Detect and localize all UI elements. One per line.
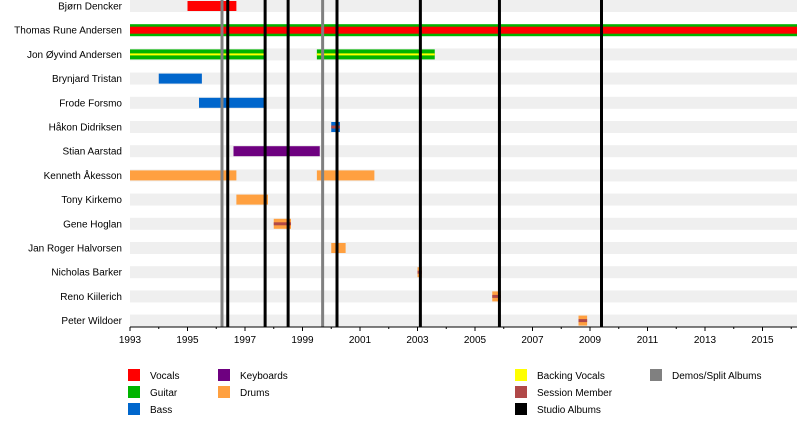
row-stripe-kenneth-akesson (130, 169, 797, 182)
bar-thomas-rune-andersen-1-vocals (130, 26, 797, 34)
member-label-kenneth-akesson: Kenneth Åkesson (44, 169, 122, 182)
member-label-bjorn-dencker: Bjørn Dencker (58, 2, 123, 13)
row-stripe-jan-roger-halvorsen (130, 242, 797, 254)
legend-label-studio-albums: Studio Albums (537, 405, 601, 416)
legend-swatch-backing-vocals (515, 369, 527, 381)
member-label-stian-aarstad: Stian Aarstad (63, 147, 122, 158)
bar-stian-aarstad-1-keyboards (233, 146, 320, 157)
bar-gene-hoglan-1-session (273, 222, 291, 226)
x-tick-label-2007: 2007 (521, 335, 544, 346)
x-tick-label-1997: 1997 (234, 335, 257, 346)
bar-kenneth-akesson-1-drums (130, 170, 237, 181)
legend-label-backing-vocals: Backing Vocals (537, 371, 605, 382)
x-tick-label-2001: 2001 (349, 335, 372, 346)
legend: Vocals Guitar Bass Keyboards Drums Backing Vo… (128, 369, 761, 416)
member-label-frode-forsmo: Frode Forsmo (59, 98, 122, 109)
x-tick-label-2013: 2013 (694, 335, 717, 346)
bar-tony-kirkemo-1-drums (236, 194, 268, 205)
member-label-jan-roger-halvorsen: Jan Roger Halvorsen (28, 244, 122, 255)
legend-swatch-guitar (128, 386, 140, 398)
member-label-brynjard-tristan: Brynjard Tristan (52, 74, 122, 85)
legend-label-demos-split-albums: Demos/Split Albums (672, 371, 761, 382)
bar-bjorn-dencker-1-vocals (187, 1, 237, 11)
legend-label-guitar: Guitar (150, 388, 178, 399)
legend-swatch-demos-split-albums (650, 369, 662, 381)
x-tick-label-1993: 1993 (119, 335, 142, 346)
member-label-reno-kiilerich: Reno Kiilerich (60, 292, 122, 303)
legend-label-keyboards: Keyboards (240, 371, 288, 382)
member-label-jon-oyvind-andersen: Jon Øyvind Andersen (27, 50, 122, 61)
legend-swatch-vocals (128, 369, 140, 381)
bar-jon-oyvind-andersen-1-backing-vocals (130, 53, 266, 56)
bar-reno-kiilerich-1-session (492, 294, 501, 298)
member-label-hakon-didriksen: Håkon Didriksen (49, 122, 122, 134)
legend-label-drums: Drums (240, 388, 269, 399)
row-stripe-frode-forsmo (130, 96, 797, 109)
legend-label-vocals: Vocals (150, 371, 179, 382)
x-tick-label-2009: 2009 (579, 335, 602, 346)
row-stripe-gene-hoglan (130, 217, 797, 230)
row-stripe-hakon-didriksen (130, 121, 797, 133)
legend-swatch-session-member (515, 386, 527, 398)
member-label-peter-wildoer: Peter Wildoer (61, 316, 122, 327)
legend-label-session-member: Session Member (537, 388, 613, 399)
row-stripe-peter-wildoer (130, 314, 797, 327)
legend-swatch-bass (128, 403, 140, 415)
member-label-gene-hoglan: Gene Hoglan (63, 219, 122, 230)
bar-kenneth-akesson-2-drums (316, 170, 375, 181)
bar-frode-forsmo-1-bass (199, 97, 266, 108)
x-tick-label-1999: 1999 (291, 335, 314, 346)
x-tick-label-2005: 2005 (464, 335, 487, 346)
row-stripe-stian-aarstad (130, 145, 797, 158)
x-tick-label-1995: 1995 (176, 335, 199, 346)
x-tick-label-2015: 2015 (751, 335, 774, 346)
x-tick-label-2003: 2003 (406, 335, 429, 346)
bar-brynjard-tristan-1-bass (158, 73, 202, 84)
legend-swatch-keyboards (218, 369, 230, 381)
bar-peter-wildoer-1-session (578, 319, 588, 323)
legend-swatch-drums (218, 386, 230, 398)
row-stripe-tony-kirkemo (130, 193, 797, 206)
row-stripe-bjorn-dencker (130, 0, 797, 12)
row-stripe-brynjard-tristan (130, 72, 797, 85)
row-stripe-nicholas-barker (130, 266, 797, 279)
legend-swatch-studio-albums (515, 403, 527, 415)
member-label-nicholas-barker: Nicholas Barker (51, 268, 122, 279)
member-label-thomas-rune-andersen: Thomas Rune Andersen (14, 26, 122, 37)
bar-jon-oyvind-andersen-2-backing-vocals (316, 53, 435, 56)
row-stripe-jon-oyvind-andersen (130, 48, 797, 61)
legend-label-bass: Bass (150, 405, 172, 416)
x-tick-label-2011: 2011 (637, 335, 659, 346)
member-label-tony-kirkemo: Tony Kirkemo (61, 195, 122, 206)
row-stripe-reno-kiilerich (130, 290, 797, 303)
